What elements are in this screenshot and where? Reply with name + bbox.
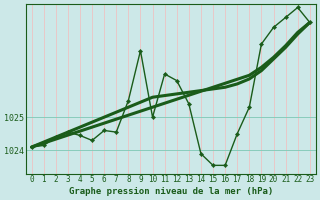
X-axis label: Graphe pression niveau de la mer (hPa): Graphe pression niveau de la mer (hPa) xyxy=(68,187,273,196)
